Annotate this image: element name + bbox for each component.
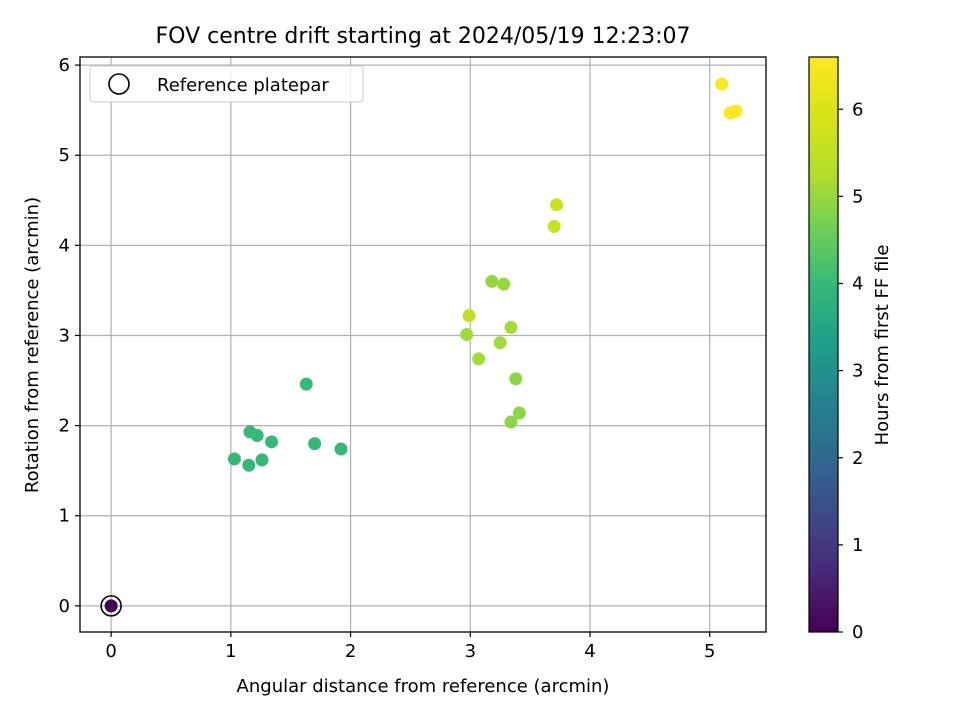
- y-tick-label: 3: [59, 325, 70, 346]
- x-tick-label: 4: [584, 641, 595, 662]
- colorbar-tick-label: 1: [852, 535, 863, 556]
- y-tick-label: 4: [59, 235, 70, 256]
- x-tick-label: 1: [225, 641, 236, 662]
- data-points: [100, 77, 743, 617]
- data-point: [104, 599, 118, 613]
- x-axis-ticks: 0 1 2 3 4 5: [105, 632, 715, 662]
- colorbar-tick-label: 0: [852, 622, 863, 643]
- data-point: [549, 198, 563, 212]
- data-point: [504, 415, 518, 429]
- data-point: [715, 77, 729, 91]
- data-point: [547, 219, 561, 233]
- data-point: [729, 104, 743, 118]
- legend-marker: [108, 73, 130, 95]
- y-axis-label: Rotation from reference (arcmin): [22, 197, 43, 493]
- colorbar-tick-label: 5: [852, 186, 863, 207]
- colorbar-label: Hours from first FF file: [872, 245, 893, 446]
- data-point: [255, 453, 269, 467]
- data-point: [242, 458, 256, 472]
- data-point: [460, 328, 474, 342]
- y-tick-label: 5: [59, 145, 70, 166]
- data-point: [509, 372, 523, 386]
- y-tick-label: 2: [59, 416, 70, 437]
- data-point: [485, 274, 499, 288]
- data-point: [250, 429, 264, 443]
- chart-title: FOV centre drift starting at 2024/05/19 …: [156, 24, 691, 49]
- data-point: [308, 437, 322, 451]
- x-axis-label: Angular distance from reference (arcmin): [237, 676, 610, 697]
- x-tick-label: 2: [345, 641, 356, 662]
- y-axis-ticks: 0 1 2 3 4 5 6: [59, 55, 80, 617]
- colorbar-tick-label: 6: [852, 99, 863, 120]
- data-point: [265, 435, 279, 449]
- x-tick-label: 5: [704, 641, 715, 662]
- legend: Reference platepar: [89, 65, 364, 103]
- data-point: [334, 442, 348, 456]
- data-point: [504, 320, 518, 334]
- data-point: [472, 352, 486, 366]
- colorbar-tick-label: 4: [852, 274, 863, 295]
- data-point: [462, 309, 476, 323]
- y-tick-label: 0: [59, 596, 70, 617]
- colorbar: 0 1 2 3 4 5 6 Hours from first FF file: [808, 56, 893, 643]
- reference-platepar-marker: [100, 595, 122, 617]
- legend-label: Reference platepar: [157, 75, 329, 96]
- plot-frame: [79, 56, 767, 633]
- grid: [80, 57, 766, 632]
- colorbar-tick-label: 2: [852, 448, 863, 469]
- data-point: [512, 406, 526, 420]
- colorbar-tick-label: 3: [852, 361, 863, 382]
- colorbar-gradient: [808, 56, 839, 633]
- data-point: [299, 377, 313, 391]
- legend-box: [89, 65, 364, 103]
- y-tick-label: 1: [59, 506, 70, 527]
- x-tick-label: 3: [465, 641, 476, 662]
- colorbar-ticks: 0 1 2 3 4 5 6: [838, 99, 863, 643]
- data-point: [493, 336, 507, 350]
- x-tick-label: 0: [105, 641, 116, 662]
- data-point: [227, 452, 241, 466]
- y-tick-label: 6: [59, 55, 70, 76]
- data-point: [497, 277, 511, 291]
